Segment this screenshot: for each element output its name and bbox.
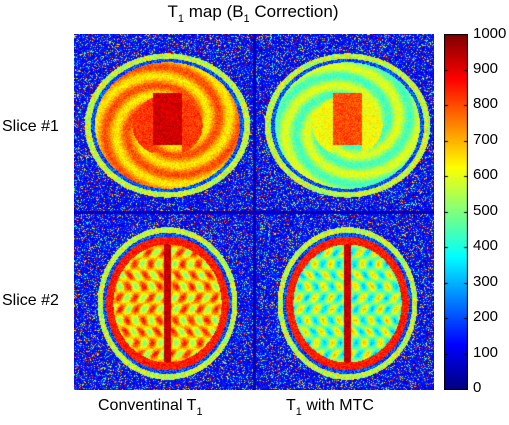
column-label-conventional: Conventinal T1 <box>98 397 203 418</box>
colorbar-tick-500: 500 <box>473 202 499 219</box>
colorbar-tick-100: 100 <box>473 344 499 361</box>
colorbar <box>444 34 468 390</box>
colorbar-tick-1000: 1000 <box>473 25 507 42</box>
colorbar-tick-700: 700 <box>473 131 499 148</box>
figure-title: T1 map (B1 Correction) <box>167 2 339 25</box>
t1-map-image-grid <box>74 34 434 390</box>
colorbar-tick-300: 300 <box>473 273 499 290</box>
colorbar-tick-200: 200 <box>473 308 499 325</box>
colorbar-tick-0: 0 <box>473 379 482 396</box>
colorbar-tick-900: 900 <box>473 60 499 77</box>
row-label-slice-1: Slice #1 <box>2 118 59 135</box>
colorbar-tick-600: 600 <box>473 166 499 183</box>
colorbar-tick-800: 800 <box>473 95 499 112</box>
row-label-slice-2: Slice #2 <box>2 292 59 309</box>
colorbar-tick-400: 400 <box>473 237 499 254</box>
column-label-mtc: T1 with MTC <box>286 397 374 418</box>
